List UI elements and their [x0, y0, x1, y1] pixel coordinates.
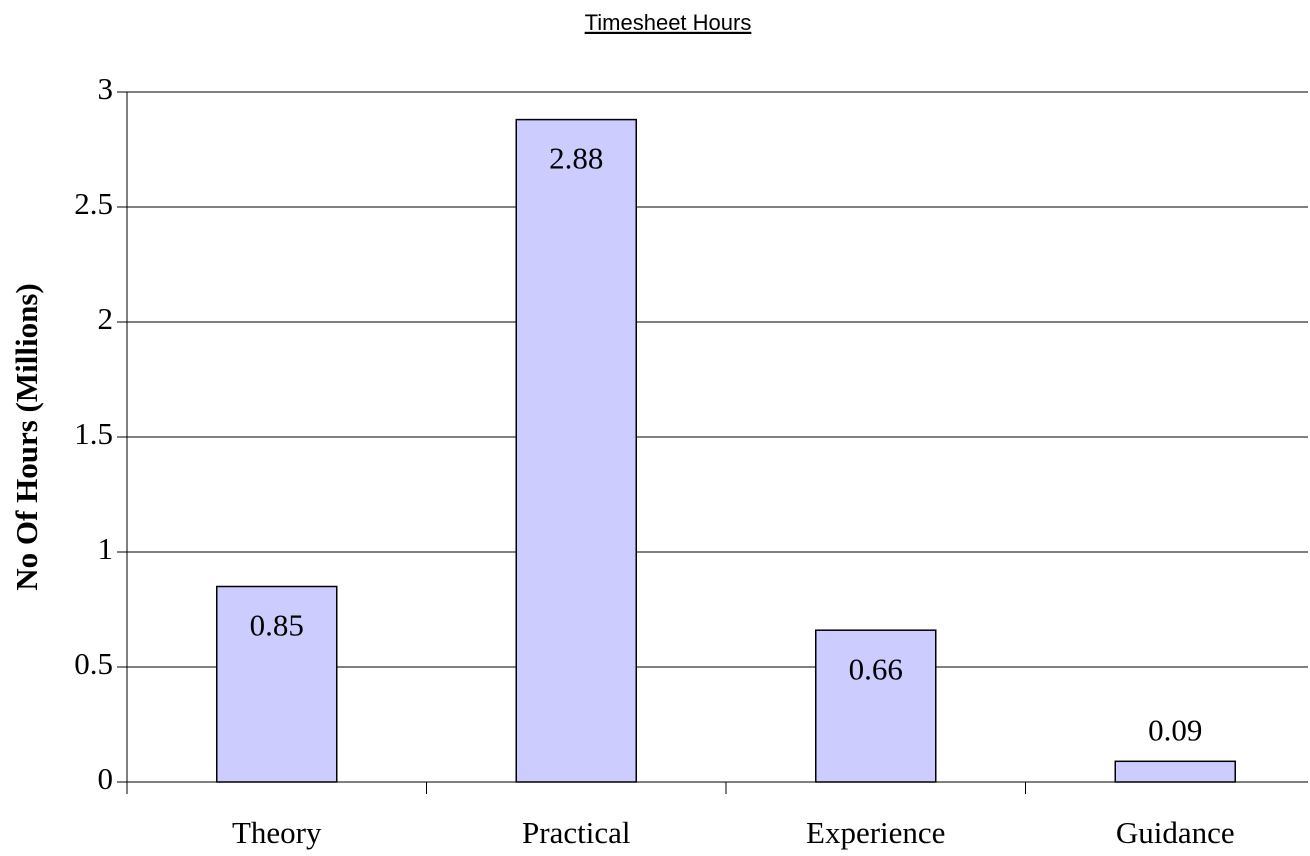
data-label: 0.66: [849, 651, 903, 686]
x-tick-label: Experience: [806, 815, 945, 850]
chart-title: Timesheet Hours: [585, 10, 752, 35]
y-tick-label: 0.5: [74, 646, 113, 681]
bar: [815, 629, 937, 783]
y-tick-label: 2.5: [74, 186, 113, 221]
y-tick-label: 1.5: [74, 416, 113, 451]
data-label: 0.09: [1148, 712, 1202, 747]
data-label: 0.85: [250, 608, 304, 643]
x-tick-label: Guidance: [1116, 815, 1235, 850]
y-tick-label: 0: [98, 761, 114, 796]
bar: [515, 118, 637, 783]
x-tick-label: Theory: [232, 815, 322, 850]
x-tick-label: Practical: [522, 815, 630, 850]
y-tick-label: 3: [98, 71, 114, 106]
y-axis-label: No Of Hours (Millions): [9, 283, 44, 590]
y-tick-label: 2: [98, 301, 114, 336]
bar: [216, 585, 338, 783]
data-label: 2.88: [549, 141, 603, 176]
bar: [1114, 760, 1236, 783]
y-tick-label: 1: [98, 531, 114, 566]
